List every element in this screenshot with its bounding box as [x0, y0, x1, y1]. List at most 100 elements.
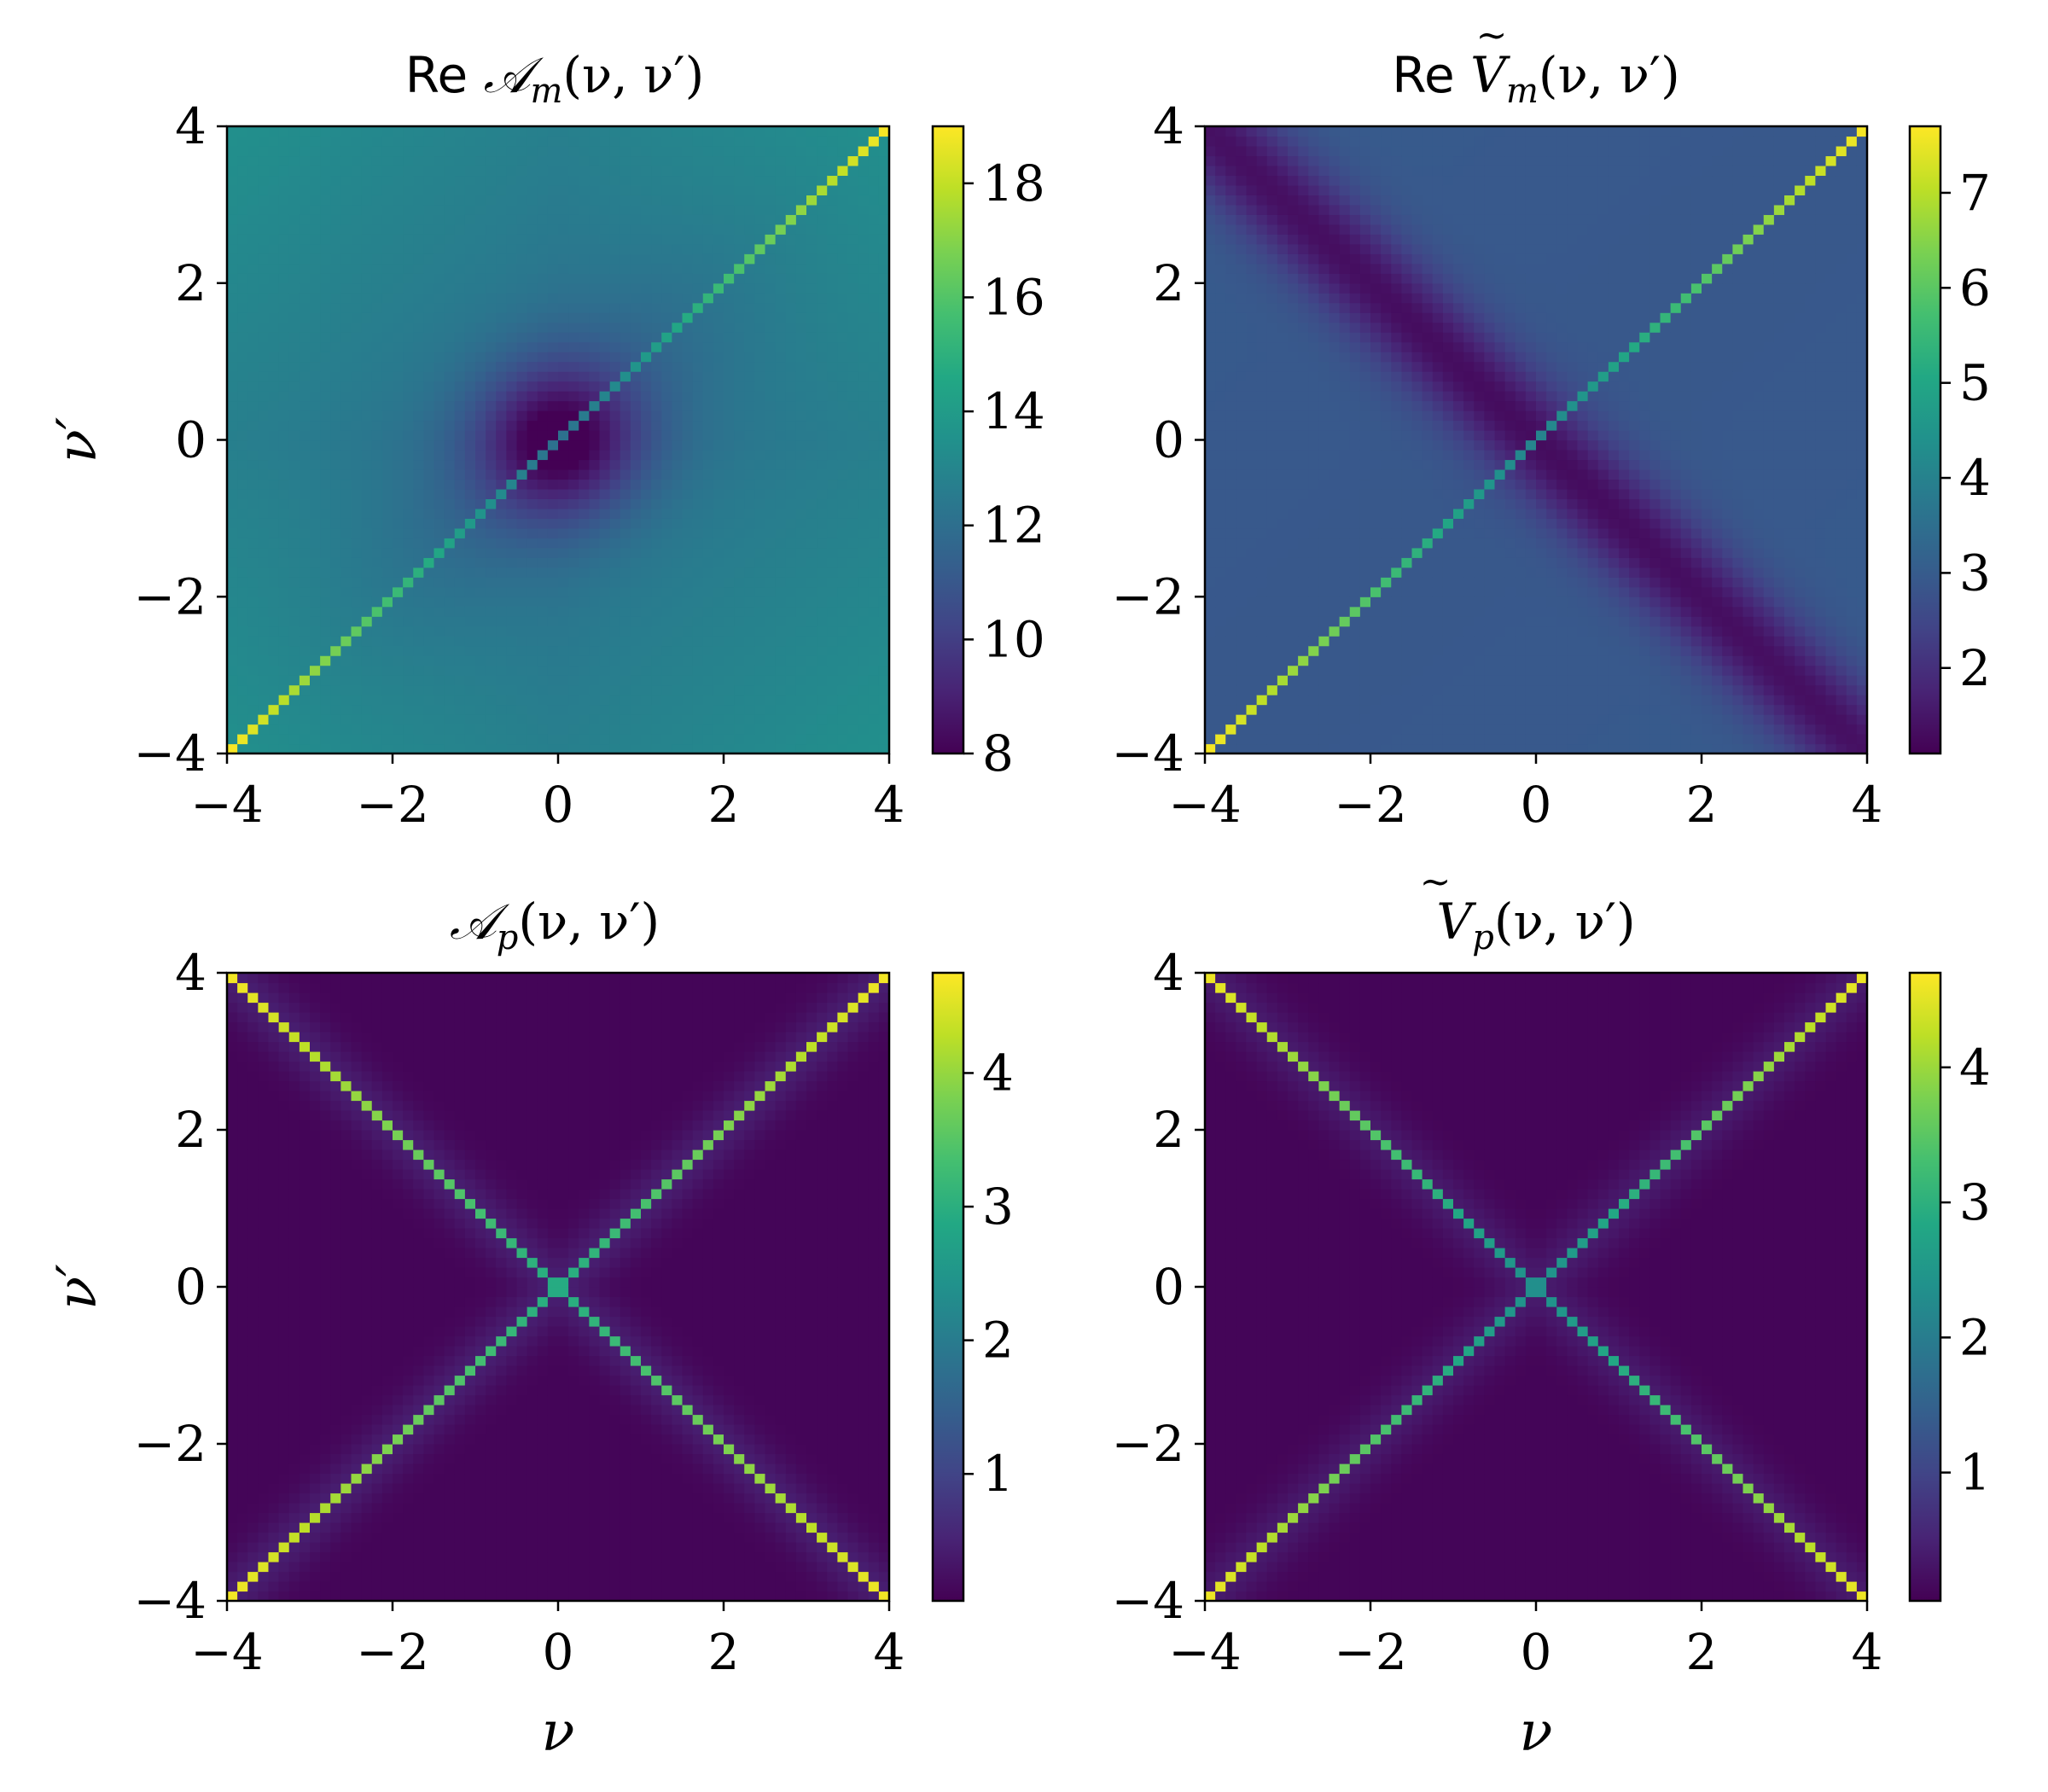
heatmap-cell	[537, 498, 549, 509]
heatmap-cell	[806, 224, 817, 235]
heatmap-cell	[1266, 498, 1278, 509]
heatmap-cell	[599, 420, 611, 431]
heatmap-cell	[1236, 234, 1248, 245]
heatmap-cell	[795, 468, 807, 480]
heatmap-cell	[878, 695, 890, 706]
heatmap-cell	[558, 586, 569, 597]
heatmap-cell	[702, 302, 714, 313]
heatmap-cell	[1225, 312, 1236, 323]
heatmap-cell	[423, 488, 435, 499]
heatmap-cell	[641, 625, 652, 637]
heatmap-cell	[527, 586, 538, 597]
x-tick-label: 0	[543, 776, 574, 834]
heatmap-cell	[454, 391, 466, 402]
heatmap-cell	[837, 488, 849, 499]
heatmap-cell	[620, 322, 631, 333]
heatmap-cell	[320, 577, 331, 588]
heatmap-cell	[672, 214, 684, 225]
heatmap-cell	[351, 341, 363, 352]
heatmap-cell	[724, 714, 735, 725]
heatmap-cell	[444, 352, 456, 363]
heatmap-cell	[299, 704, 311, 715]
heatmap-cell	[589, 606, 601, 617]
heatmap-cell	[858, 312, 870, 323]
heatmap-cell	[527, 479, 538, 490]
heatmap-cell	[247, 655, 259, 666]
heatmap-cell	[444, 361, 456, 372]
heatmap-cell	[381, 243, 393, 254]
heatmap-cell	[247, 459, 259, 470]
heatmap-cell	[361, 684, 373, 695]
heatmap-cell	[609, 665, 621, 676]
heatmap-cell	[393, 430, 404, 441]
heatmap-cell	[568, 518, 579, 529]
heatmap-cell	[403, 361, 414, 372]
heatmap-cell	[1225, 410, 1236, 422]
heatmap-cell	[381, 567, 393, 578]
heatmap-cell	[744, 508, 755, 519]
heatmap-cell	[340, 527, 352, 538]
heatmap-cell	[403, 439, 414, 451]
heatmap-cell	[754, 695, 766, 706]
heatmap-cell	[1205, 312, 1216, 323]
heatmap-cell	[299, 488, 311, 499]
heatmap-cell	[878, 136, 890, 147]
heatmap-cell	[310, 371, 321, 382]
heatmap-cell	[393, 734, 404, 745]
heatmap-cell	[754, 253, 766, 265]
heatmap-cell	[682, 518, 694, 529]
heatmap-cell	[775, 586, 787, 597]
heatmap-cell	[464, 606, 476, 617]
heatmap-cell	[320, 195, 331, 206]
heatmap-cell	[227, 439, 238, 451]
heatmap-cell	[579, 430, 590, 441]
heatmap-cell	[340, 410, 352, 422]
heatmap-cell	[775, 293, 787, 304]
heatmap-cell	[506, 293, 518, 304]
heatmap-cell	[464, 371, 476, 382]
heatmap-cell	[837, 204, 849, 215]
heatmap-cell	[371, 400, 383, 411]
heatmap-cell	[381, 136, 393, 147]
heatmap-cell	[744, 410, 755, 422]
heatmap-cell	[516, 184, 528, 195]
heatmap-cell	[444, 734, 456, 745]
heatmap-cell	[247, 273, 259, 284]
heatmap-cell	[464, 312, 476, 323]
heatmap-cell	[361, 136, 373, 147]
heatmap-cell	[475, 341, 486, 352]
heatmap-cell	[340, 479, 352, 490]
heatmap-cell	[1288, 293, 1299, 304]
heatmap-cell	[724, 263, 735, 274]
heatmap-cell	[858, 410, 870, 422]
heatmap-cell	[413, 743, 424, 754]
heatmap-cell	[868, 214, 880, 225]
heatmap-cell	[837, 577, 849, 588]
heatmap-cell	[744, 586, 755, 597]
heatmap-cell	[724, 518, 735, 529]
heatmap-cell	[288, 420, 300, 431]
heatmap-cell	[527, 695, 538, 706]
heatmap-cell	[785, 391, 797, 402]
heatmap-cell	[547, 253, 559, 265]
heatmap-cell	[765, 606, 777, 617]
heatmap-cell	[878, 371, 890, 382]
heatmap-cell	[599, 136, 611, 147]
heatmap-cell	[1318, 684, 1330, 695]
heatmap-cell	[330, 361, 341, 372]
heatmap-cell	[1236, 743, 1248, 754]
heatmap-cell	[724, 391, 735, 402]
heatmap-cell	[351, 214, 363, 225]
heatmap-cell	[454, 352, 466, 363]
heatmap-cell	[330, 547, 341, 558]
heatmap-cell	[516, 743, 528, 754]
heatmap-cell	[609, 655, 621, 666]
heatmap-cell	[724, 695, 735, 706]
heatmap-cell	[393, 155, 404, 166]
heatmap-cell	[320, 322, 331, 333]
heatmap-cell	[599, 155, 611, 166]
heatmap-cell	[299, 352, 311, 363]
heatmap-cell	[486, 361, 497, 372]
heatmap-cell	[278, 684, 290, 695]
heatmap-cell	[806, 430, 817, 441]
